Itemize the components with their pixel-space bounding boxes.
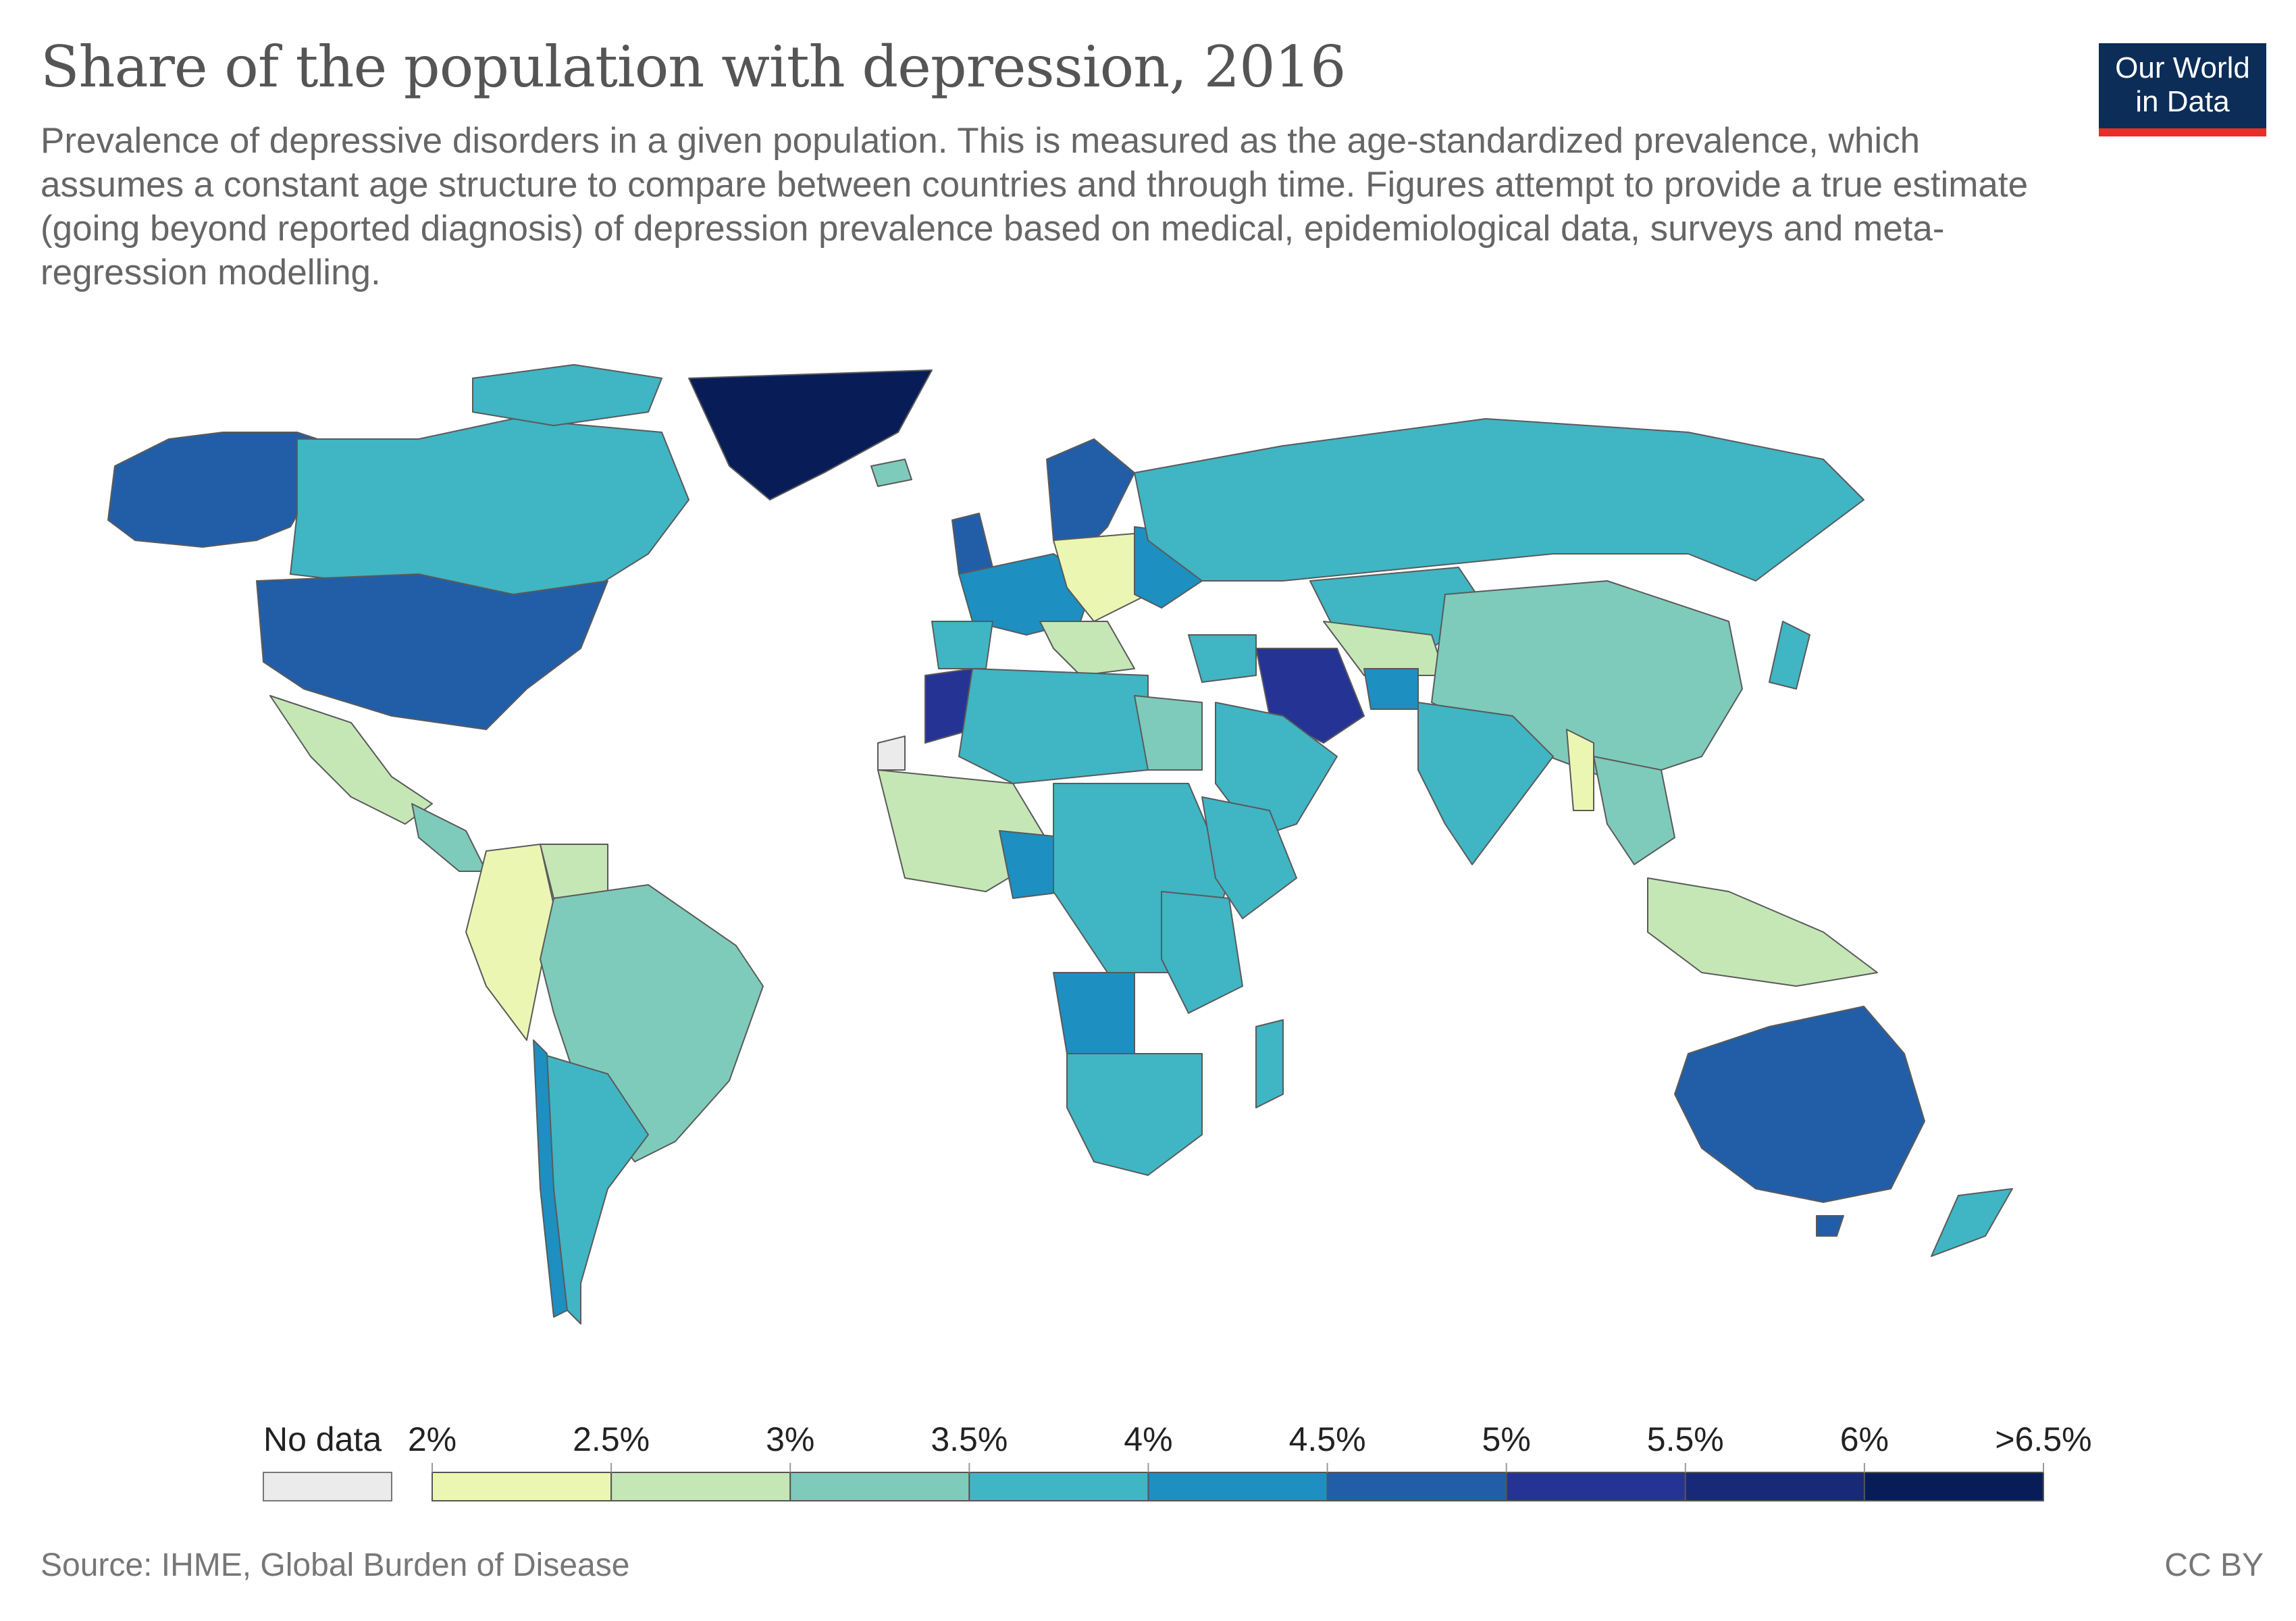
license-link[interactable]: CC BY <box>2164 1547 2264 1583</box>
legend-tick-label: 2.5% <box>573 1420 650 1458</box>
region-arctic-islands <box>472 364 662 426</box>
region-indonesia <box>1647 877 1878 987</box>
region-japan <box>1769 621 1810 690</box>
region-western-sahara <box>877 736 906 771</box>
region-alaska <box>107 432 338 548</box>
logo-line-2: in Data <box>2135 85 2230 118</box>
region-iceland <box>870 459 912 487</box>
legend-tick-label: 2% <box>407 1420 457 1458</box>
region-angola <box>1053 972 1135 1054</box>
region-arabia <box>1215 702 1338 838</box>
legend-tick-label: 6% <box>1840 1420 1889 1458</box>
logo-accent-bar <box>2099 128 2266 136</box>
region-southern-africa <box>1066 1053 1203 1176</box>
legend-tick-label: 3.5% <box>931 1420 1008 1458</box>
region-greenland <box>688 369 933 500</box>
region-russia <box>1134 418 1864 582</box>
region-horn-of-africa <box>1201 796 1297 919</box>
region-new-zealand <box>1931 1188 2013 1257</box>
legend-tick-label: 5% <box>1482 1420 1531 1458</box>
region-myanmar <box>1566 729 1594 811</box>
region-india <box>1417 702 1554 865</box>
region-central-america <box>411 803 487 872</box>
region-balkans-italy <box>1039 621 1135 676</box>
legend-tick-label: >6.5% <box>1995 1420 2092 1458</box>
region-north-africa <box>958 668 1149 784</box>
source-note: Source: IHME, Global Burden of Disease <box>41 1547 630 1583</box>
legend-no-data-label: No data <box>263 1420 382 1458</box>
region-colombia-peru <box>465 844 554 1041</box>
owid-logo[interactable]: Our World in Data <box>2099 43 2266 136</box>
region-chile <box>533 1039 568 1318</box>
region-central-europe <box>1053 533 1149 622</box>
legend-tick-label: 4% <box>1124 1420 1173 1458</box>
region-egypt <box>1134 695 1203 771</box>
region-east-africa <box>1161 891 1243 1014</box>
legend-tick-label: 5.5% <box>1646 1420 1724 1458</box>
region-middle-east <box>1188 634 1257 683</box>
region-tasmania <box>1816 1215 1844 1237</box>
chart-title: Share of the population with depression,… <box>41 34 1346 100</box>
region-afghanistan <box>1363 668 1419 710</box>
legend-tick-label: 4.5% <box>1288 1420 1366 1458</box>
region-uk <box>951 513 993 575</box>
logo-line-1: Our World <box>2115 51 2250 84</box>
region-madagascar <box>1255 1019 1284 1108</box>
region-usa <box>256 573 608 730</box>
chart-subtitle: Prevalence of depressive disorders in a … <box>41 121 2029 292</box>
region-australia <box>1674 1006 1925 1203</box>
region-iberia <box>931 621 993 669</box>
region-southeast-asia <box>1593 756 1675 865</box>
legend-tick-label: 3% <box>766 1420 815 1458</box>
